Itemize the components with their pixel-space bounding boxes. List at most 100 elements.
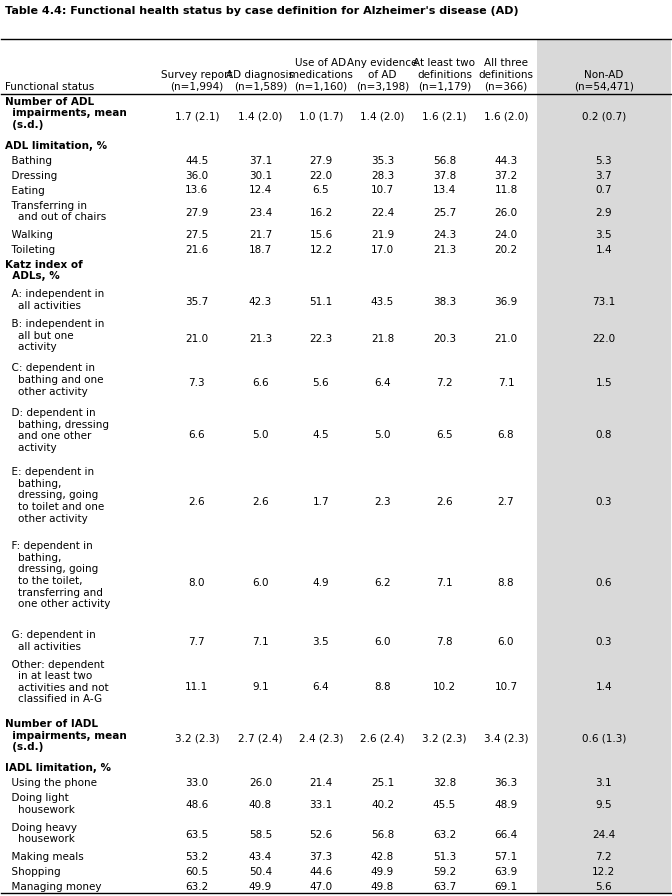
Text: Toileting: Toileting <box>5 245 55 255</box>
Text: 30.1: 30.1 <box>249 170 272 181</box>
Text: 27.9: 27.9 <box>185 208 208 218</box>
Text: 6.6: 6.6 <box>252 378 269 388</box>
Text: 35.3: 35.3 <box>371 156 394 166</box>
Text: 48.9: 48.9 <box>495 800 517 810</box>
Text: 36.3: 36.3 <box>495 778 517 788</box>
Text: 7.1: 7.1 <box>252 637 269 647</box>
Text: 2.6: 2.6 <box>436 496 453 506</box>
Bar <box>537 39 671 894</box>
Text: Functional status: Functional status <box>5 82 94 91</box>
Text: Doing light
    housework: Doing light housework <box>5 793 75 814</box>
Text: Non-AD
(n=54,471): Non-AD (n=54,471) <box>574 70 634 91</box>
Text: 5.0: 5.0 <box>252 430 269 440</box>
Text: Transferring in
    and out of chairs: Transferring in and out of chairs <box>5 201 106 222</box>
Text: 6.5: 6.5 <box>436 430 453 440</box>
Text: 47.0: 47.0 <box>309 882 333 892</box>
Text: 27.5: 27.5 <box>185 230 208 240</box>
Text: 63.2: 63.2 <box>185 882 208 892</box>
Text: 21.4: 21.4 <box>309 778 333 788</box>
Text: 33.1: 33.1 <box>309 800 333 810</box>
Text: Table 4.4: Functional health status by case definition for Alzheimer's disease (: Table 4.4: Functional health status by c… <box>5 6 518 16</box>
Text: Making meals: Making meals <box>5 852 83 862</box>
Text: 25.7: 25.7 <box>433 208 456 218</box>
Text: 24.0: 24.0 <box>495 230 517 240</box>
Text: 8.0: 8.0 <box>189 578 205 588</box>
Text: 48.6: 48.6 <box>185 800 208 810</box>
Text: 58.5: 58.5 <box>249 830 272 840</box>
Text: 56.8: 56.8 <box>371 830 394 840</box>
Text: 73.1: 73.1 <box>592 297 616 306</box>
Text: 38.3: 38.3 <box>433 297 456 306</box>
Text: 13.6: 13.6 <box>185 185 208 195</box>
Text: 1.4 (2.0): 1.4 (2.0) <box>360 111 405 122</box>
Text: B: independent in
    all but one
    activity: B: independent in all but one activity <box>5 319 104 352</box>
Text: 6.0: 6.0 <box>498 637 514 647</box>
Text: 2.7 (2.4): 2.7 (2.4) <box>238 734 283 744</box>
Text: Using the phone: Using the phone <box>5 779 97 788</box>
Text: 6.0: 6.0 <box>252 578 269 588</box>
Text: 4.9: 4.9 <box>312 578 329 588</box>
Text: 7.2: 7.2 <box>595 852 612 862</box>
Text: AD diagnosis
(n=1,589): AD diagnosis (n=1,589) <box>226 70 294 91</box>
Text: 59.2: 59.2 <box>433 866 456 877</box>
Text: D: dependent in
    bathing, dressing
    and one other
    activity: D: dependent in bathing, dressing and on… <box>5 408 109 452</box>
Text: ADL limitation, %: ADL limitation, % <box>5 142 107 151</box>
Text: 24.4: 24.4 <box>592 830 616 840</box>
Text: 24.3: 24.3 <box>433 230 456 240</box>
Text: 7.3: 7.3 <box>188 378 205 388</box>
Text: Survey report
(n=1,994): Survey report (n=1,994) <box>161 70 233 91</box>
Text: 21.3: 21.3 <box>249 333 272 343</box>
Text: 23.4: 23.4 <box>249 208 272 218</box>
Text: 2.7: 2.7 <box>498 496 514 506</box>
Text: 49.8: 49.8 <box>371 882 394 892</box>
Text: 6.4: 6.4 <box>312 682 329 692</box>
Text: 6.8: 6.8 <box>498 430 514 440</box>
Text: 43.5: 43.5 <box>371 297 394 306</box>
Text: 20.3: 20.3 <box>433 333 456 343</box>
Text: 2.9: 2.9 <box>595 208 612 218</box>
Text: 6.6: 6.6 <box>188 430 205 440</box>
Text: 10.2: 10.2 <box>433 682 456 692</box>
Text: 42.8: 42.8 <box>371 852 394 862</box>
Text: 43.4: 43.4 <box>249 852 272 862</box>
Text: 21.3: 21.3 <box>433 245 456 254</box>
Text: 6.4: 6.4 <box>374 378 391 388</box>
Text: 13.4: 13.4 <box>433 185 456 195</box>
Text: C: dependent in
    bathing and one
    other activity: C: dependent in bathing and one other ac… <box>5 364 103 397</box>
Text: 69.1: 69.1 <box>495 882 517 892</box>
Text: 40.2: 40.2 <box>371 800 394 810</box>
Text: 1.0 (1.7): 1.0 (1.7) <box>299 111 343 122</box>
Text: 8.8: 8.8 <box>374 682 391 692</box>
Text: 66.4: 66.4 <box>495 830 517 840</box>
Text: 26.0: 26.0 <box>495 208 517 218</box>
Text: 63.5: 63.5 <box>185 830 208 840</box>
Text: 3.1: 3.1 <box>595 778 612 788</box>
Text: Katz index of
  ADLs, %: Katz index of ADLs, % <box>5 260 83 281</box>
Text: 52.6: 52.6 <box>309 830 333 840</box>
Text: 63.9: 63.9 <box>495 866 517 877</box>
Text: Managing money: Managing money <box>5 882 101 892</box>
Text: Shopping: Shopping <box>5 867 60 877</box>
Text: 1.4 (2.0): 1.4 (2.0) <box>238 111 282 122</box>
Text: 0.6 (1.3): 0.6 (1.3) <box>581 734 626 744</box>
Text: 1.4: 1.4 <box>595 245 612 254</box>
Text: 49.9: 49.9 <box>371 866 394 877</box>
Text: 63.2: 63.2 <box>433 830 456 840</box>
Text: 57.1: 57.1 <box>495 852 517 862</box>
Text: 6.2: 6.2 <box>374 578 391 588</box>
Text: 45.5: 45.5 <box>433 800 456 810</box>
Text: 10.7: 10.7 <box>495 682 517 692</box>
Text: 2.6: 2.6 <box>188 496 205 506</box>
Text: 6.5: 6.5 <box>312 185 329 195</box>
Text: 40.8: 40.8 <box>249 800 272 810</box>
Text: 1.7 (2.1): 1.7 (2.1) <box>175 111 219 122</box>
Text: 32.8: 32.8 <box>433 778 456 788</box>
Text: Any evidence
of AD
(n=3,198): Any evidence of AD (n=3,198) <box>347 58 418 91</box>
Text: F: dependent in
    bathing,
    dressing, going
    to the toilet,
    transfer: F: dependent in bathing, dressing, going… <box>5 541 110 609</box>
Text: 56.8: 56.8 <box>433 156 456 166</box>
Text: 44.5: 44.5 <box>185 156 208 166</box>
Text: 1.6 (2.0): 1.6 (2.0) <box>484 111 528 122</box>
Text: 12.2: 12.2 <box>592 866 616 877</box>
Text: 21.7: 21.7 <box>249 230 272 240</box>
Text: 10.7: 10.7 <box>371 185 394 195</box>
